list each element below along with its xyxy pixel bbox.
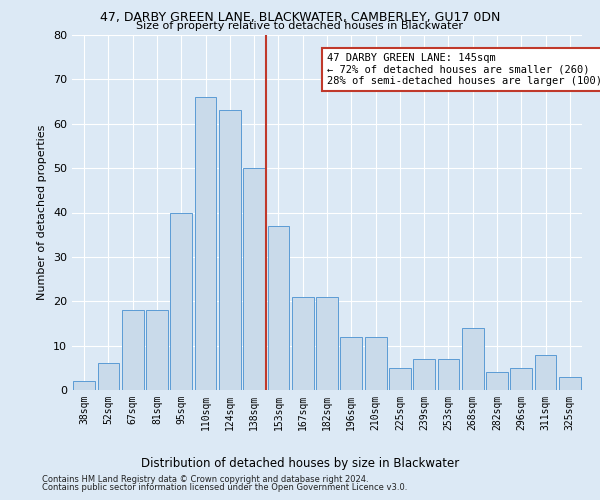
Text: Contains HM Land Registry data © Crown copyright and database right 2024.: Contains HM Land Registry data © Crown c… (42, 475, 368, 484)
Bar (243, 168, 265, 390)
Bar (268, 226, 289, 390)
Bar (194, 97, 217, 390)
Bar (73, 381, 95, 390)
Bar (365, 337, 386, 390)
Bar (146, 310, 168, 390)
Bar (559, 376, 581, 390)
Bar (413, 359, 435, 390)
Text: 47 DARBY GREEN LANE: 145sqm
← 72% of detached houses are smaller (260)
28% of se: 47 DARBY GREEN LANE: 145sqm ← 72% of det… (327, 52, 600, 86)
Bar (389, 368, 411, 390)
Y-axis label: Number of detached properties: Number of detached properties (37, 125, 47, 300)
Bar (462, 328, 484, 390)
Bar (340, 337, 362, 390)
Text: 47, DARBY GREEN LANE, BLACKWATER, CAMBERLEY, GU17 0DN: 47, DARBY GREEN LANE, BLACKWATER, CAMBER… (100, 11, 500, 24)
Bar (437, 359, 460, 390)
Bar (219, 110, 241, 390)
Bar (97, 364, 119, 390)
Bar (535, 354, 556, 390)
Text: Distribution of detached houses by size in Blackwater: Distribution of detached houses by size … (141, 458, 459, 470)
Bar (486, 372, 508, 390)
Text: Contains public sector information licensed under the Open Government Licence v3: Contains public sector information licen… (42, 484, 407, 492)
Bar (511, 368, 532, 390)
Bar (122, 310, 143, 390)
Text: Size of property relative to detached houses in Blackwater: Size of property relative to detached ho… (137, 21, 464, 31)
Bar (170, 212, 192, 390)
Bar (316, 297, 338, 390)
Bar (292, 297, 314, 390)
